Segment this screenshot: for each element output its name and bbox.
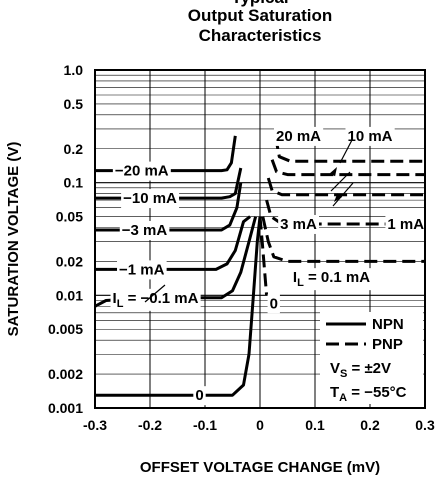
leader-arrow — [334, 193, 343, 202]
y-tick-label: 0.1 — [64, 175, 84, 191]
curve-label-2: −3 mA — [122, 222, 168, 239]
series-line-pnp-9 — [266, 177, 425, 197]
y-tick-label: 0.001 — [48, 400, 83, 416]
x-tick-label: 0.2 — [360, 417, 380, 433]
curve-label-background — [267, 294, 280, 314]
curve-label-background — [345, 126, 395, 146]
legend-condition-supply: VS = ±2V — [330, 360, 391, 380]
legend-label-npn: NPN — [372, 316, 404, 333]
leader-line — [330, 171, 351, 192]
curve-label-background — [112, 161, 171, 181]
curve-label-background — [385, 214, 427, 234]
y-tick-label: 0.01 — [56, 287, 83, 303]
y-tick-label: 0.2 — [64, 141, 84, 157]
y-tick-label: 0.05 — [56, 209, 83, 225]
curve-label-background — [110, 288, 201, 311]
curve-label-background — [119, 221, 170, 241]
curve-label-10: IL = 0.1 mA — [293, 269, 370, 289]
series-line-pnp-7 — [261, 216, 425, 263]
x-tick-label: -0.1 — [193, 417, 217, 433]
chart-title-line-1: Typical — [95, 0, 425, 8]
y-tick-label: 0.5 — [64, 96, 84, 112]
curve-label-4: IL = −0.1 mA — [113, 290, 199, 310]
series-line-npn-5 — [95, 135, 237, 173]
series-line-pnp-10 — [270, 159, 425, 177]
y-tick-label: 1.0 — [64, 62, 84, 78]
curve-label-background — [273, 126, 324, 146]
series-line-pnp-8 — [265, 199, 425, 226]
series-line-npn-2 — [95, 215, 252, 271]
curve-label-9: 1 mA — [387, 216, 424, 233]
y-tick-label: 0.02 — [56, 253, 83, 269]
series-line-npn-0 — [95, 216, 262, 397]
legend-box — [320, 312, 423, 404]
chart-title-line-3: Characteristics — [198, 26, 322, 45]
curve-label-8: 3 mA — [280, 216, 317, 233]
curve-label-background — [278, 214, 320, 234]
x-tick-label: -0.3 — [83, 417, 107, 433]
x-tick-label: 0.1 — [305, 417, 325, 433]
legend-condition-temperature: TA = −55°C — [330, 384, 407, 404]
leader-arrow — [329, 167, 337, 177]
x-tick-label: 0.3 — [415, 417, 435, 433]
series-line-npn-3 — [95, 182, 243, 232]
chart-title-line-2: Output Saturation — [187, 6, 333, 25]
curve-label-background — [193, 386, 206, 406]
series-line-npn-4 — [95, 167, 243, 200]
curve-label-3: −1 mA — [119, 261, 165, 278]
series-line-pnp-11 — [273, 135, 425, 163]
curve-label-7: 10 mA — [347, 128, 392, 145]
x-axis-label: OFFSET VOLTAGE CHANGE (mV) — [140, 459, 380, 476]
curve-label-11: 0 — [270, 295, 278, 312]
curve-label-background — [290, 268, 373, 291]
curve-label-5: 0 — [195, 387, 203, 404]
leader-line — [339, 139, 353, 164]
curve-label-0: −20 mA — [115, 163, 169, 180]
legend-label-pnp: PNP — [372, 336, 403, 353]
y-tick-label: 0.002 — [48, 366, 83, 382]
x-tick-label: 0 — [256, 417, 264, 433]
curve-label-background — [121, 189, 180, 209]
x-tick-label: -0.2 — [138, 417, 162, 433]
leader-line — [332, 182, 354, 207]
curve-label-6: 20 mA — [276, 128, 321, 145]
y-tick-label: 0.005 — [48, 321, 83, 337]
y-axis-label: SATURATION VOLTAGE (V) — [5, 142, 22, 337]
curve-label-background — [117, 260, 167, 280]
curve-label-1: −10 mA — [123, 190, 177, 207]
leader-line — [144, 284, 166, 303]
plot-frame — [94, 69, 426, 409]
series-line-pnp-6 — [258, 216, 269, 296]
